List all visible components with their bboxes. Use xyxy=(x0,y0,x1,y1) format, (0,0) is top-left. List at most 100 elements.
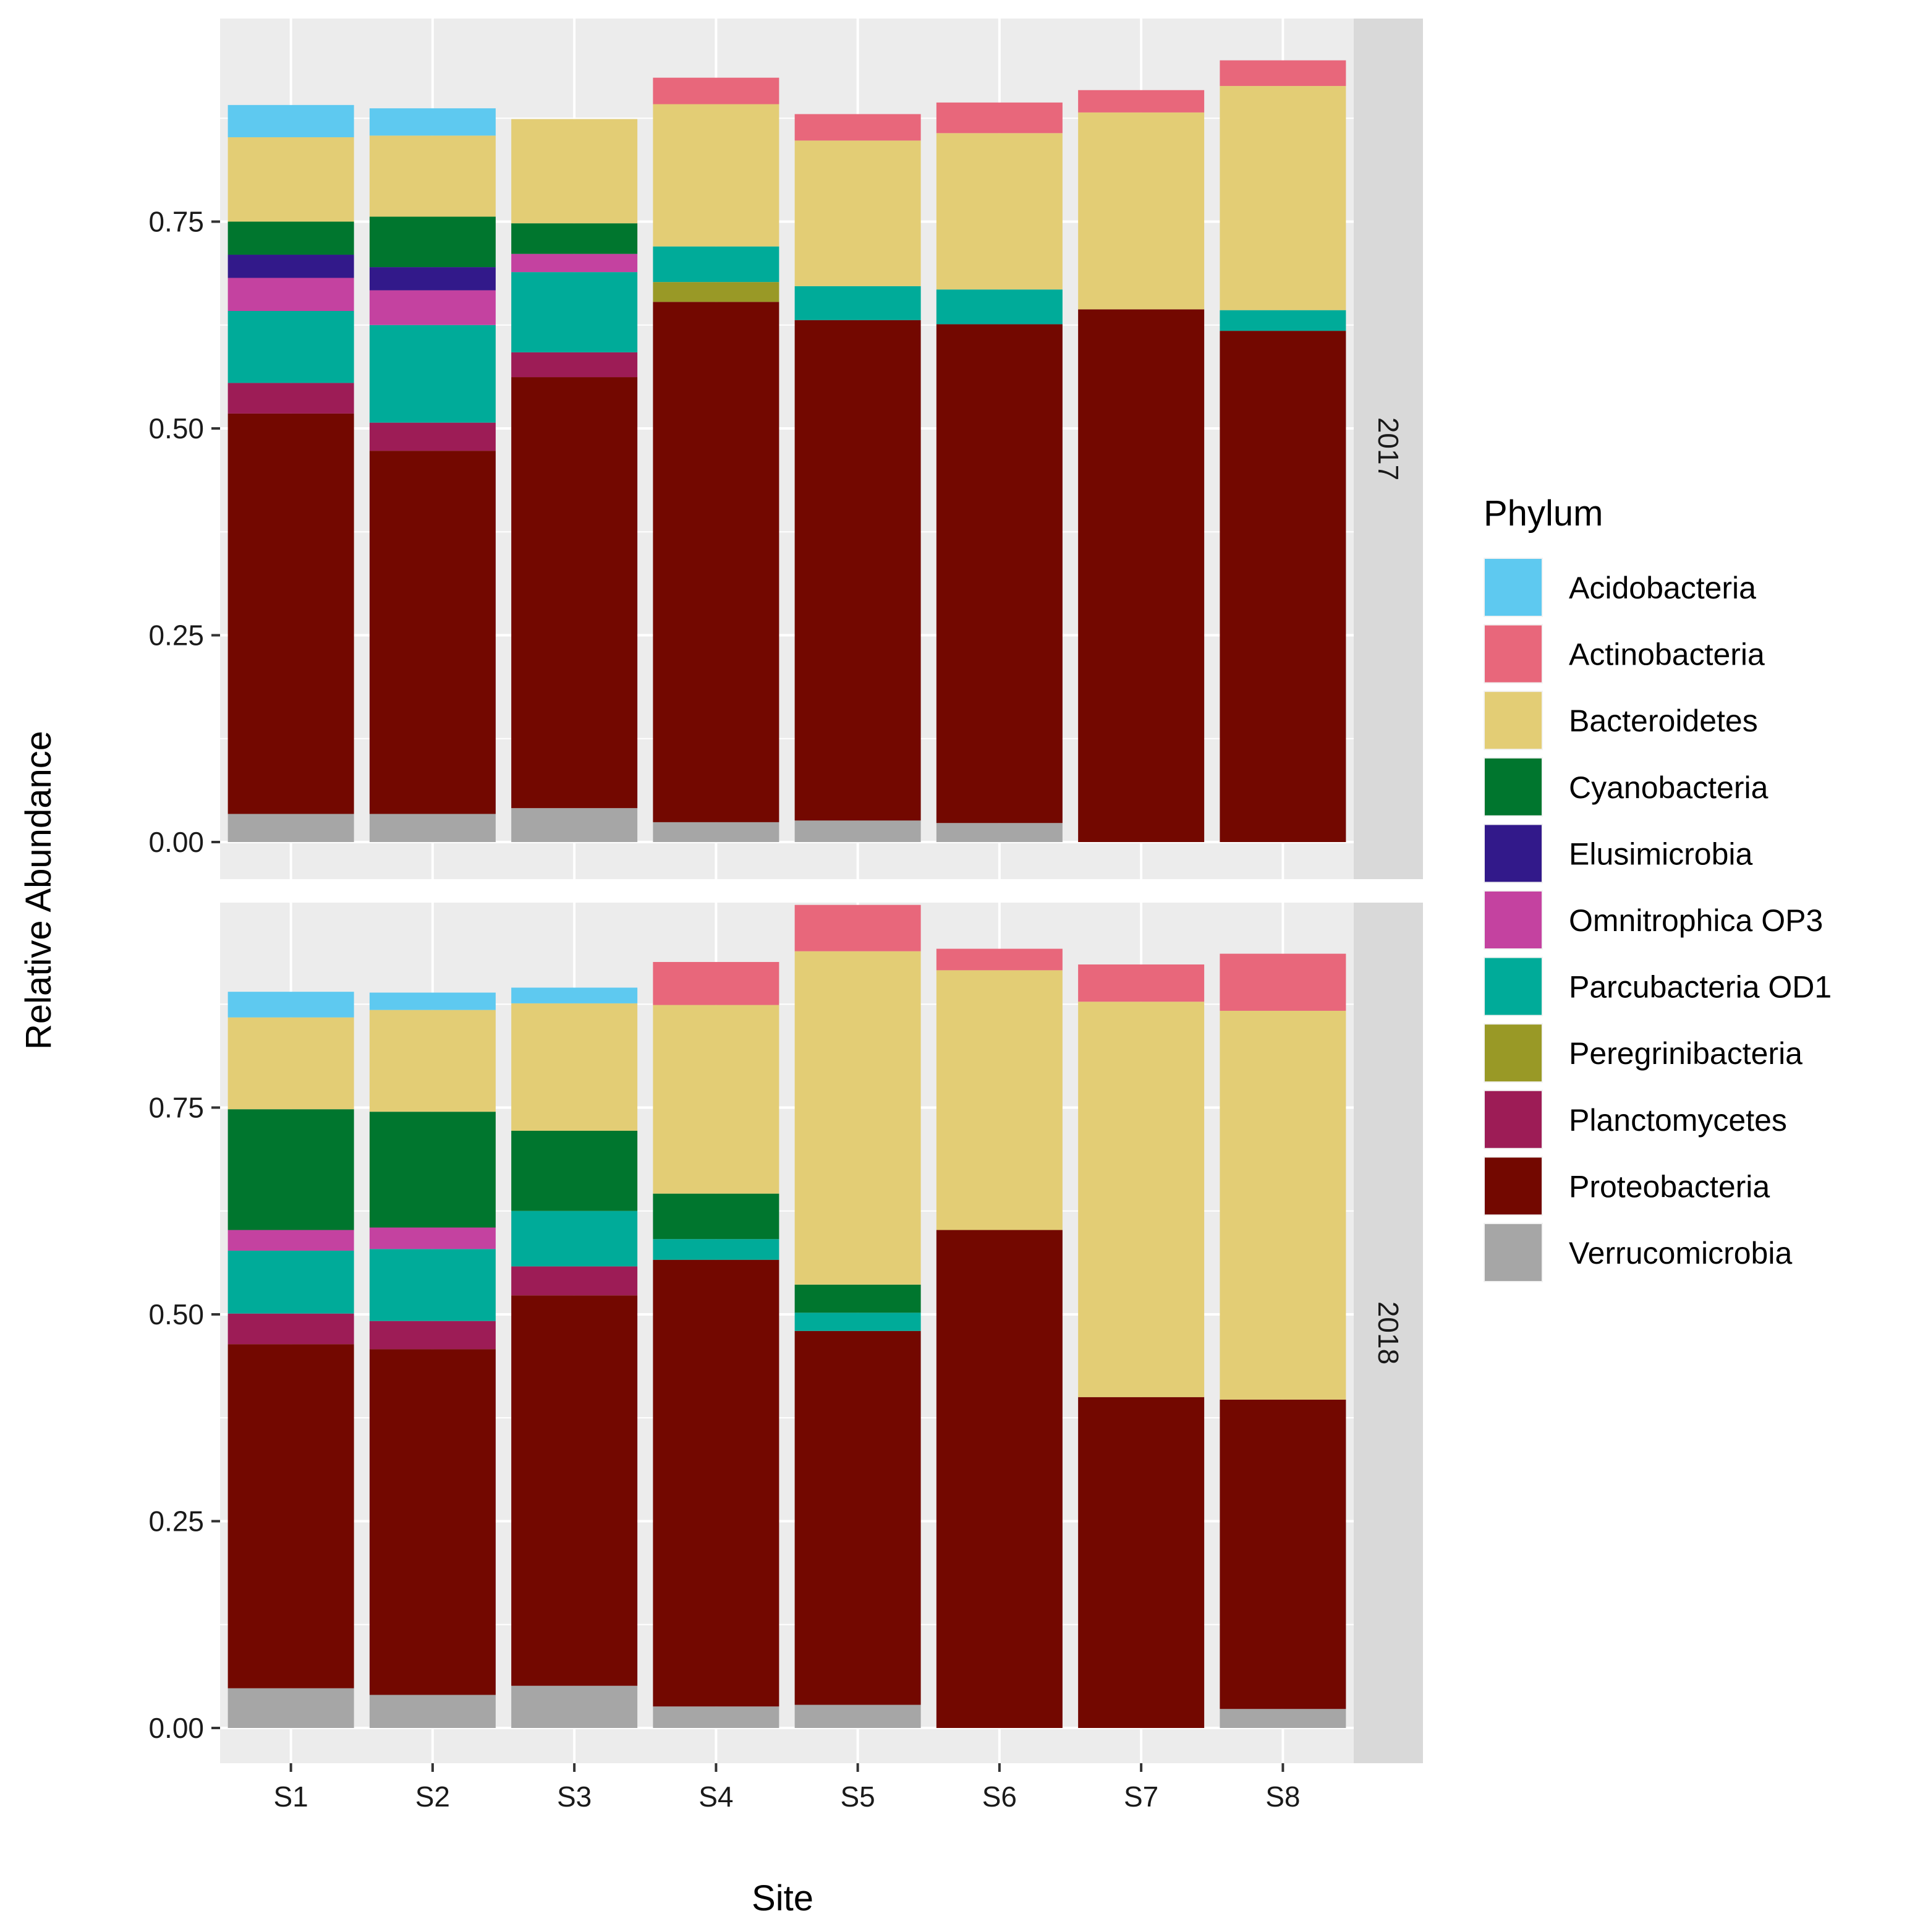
legend-item-proteobacteria: Proteobacteria xyxy=(1484,1156,1770,1216)
legend-title: Phylum xyxy=(1484,493,1603,534)
legend-swatch xyxy=(1485,692,1542,749)
bar-segment-proteobacteria xyxy=(369,451,496,814)
bar-segment-verrucomicrobia xyxy=(227,1688,354,1728)
facet-strip xyxy=(1354,903,1423,1763)
bar-segment-bacteroidetes xyxy=(227,1017,354,1110)
bar-segment-bacteroidetes xyxy=(794,140,921,286)
legend-label: Acidobacteria xyxy=(1569,571,1756,605)
bar-segment-proteobacteria xyxy=(369,1349,496,1695)
y-tick-label: 0.25 xyxy=(148,1505,204,1538)
bar-segment-proteobacteria xyxy=(511,1295,638,1686)
legend-swatch xyxy=(1485,1091,1542,1148)
y-tick-label: 0.50 xyxy=(148,412,204,445)
bar-segment-parcubacteria-od1 xyxy=(936,289,1063,325)
bar-segment-bacteroidetes xyxy=(369,135,496,217)
bar-segment-acidobacteria xyxy=(227,992,354,1018)
legend-label: Cyanobacteria xyxy=(1569,770,1769,805)
bar-segment-cyanobacteria xyxy=(653,1193,779,1240)
bar-stack-2017-S4 xyxy=(653,77,779,842)
bar-segment-parcubacteria-od1 xyxy=(794,1313,921,1331)
bar-segment-verrucomicrobia xyxy=(511,1685,638,1728)
legend-label: Proteobacteria xyxy=(1569,1169,1770,1204)
x-tick-label: S3 xyxy=(557,1781,592,1813)
bar-segment-cyanobacteria xyxy=(511,223,638,254)
bar-segment-omnitrophica-op3 xyxy=(511,253,638,273)
panel-2017: 0.00 0.25 0.50 0.75 2017 xyxy=(148,19,1423,879)
bar-segment-actinobacteria xyxy=(1220,60,1346,87)
x-tick-label: S4 xyxy=(698,1781,733,1813)
facet-strip-label: 2018 xyxy=(1372,1301,1404,1364)
x-axis-title: Site xyxy=(752,1878,813,1918)
y-tick-label: 0.75 xyxy=(148,1092,204,1124)
bar-segment-verrucomicrobia xyxy=(794,820,921,842)
bar-segment-bacteroidetes xyxy=(1078,112,1205,310)
bar-segment-bacteroidetes xyxy=(936,970,1063,1230)
bar-segment-parcubacteria-od1 xyxy=(511,1211,638,1267)
y-tick-label: 0.25 xyxy=(148,619,204,652)
bar-segment-proteobacteria xyxy=(227,1344,354,1688)
legend-item-actinobacteria: Actinobacteria xyxy=(1484,624,1765,684)
y-axis-title: Relative Abundance xyxy=(19,731,59,1050)
bar-segment-bacteroidetes xyxy=(936,133,1063,290)
bar-segment-verrucomicrobia xyxy=(936,823,1063,842)
bar-segment-planctomycetes xyxy=(511,352,638,378)
facet-strip xyxy=(1354,19,1423,879)
bar-segment-proteobacteria xyxy=(1220,331,1346,842)
bar-stack-2018-S5 xyxy=(794,904,921,1728)
bar-segment-bacteroidetes xyxy=(1078,1002,1205,1397)
bar-stack-2018-S3 xyxy=(511,987,638,1728)
bar-stack-2017-S5 xyxy=(794,114,921,842)
bar-segment-verrucomicrobia xyxy=(369,814,496,842)
bar-segment-planctomycetes xyxy=(369,422,496,451)
bar-segment-actinobacteria xyxy=(1220,953,1346,1011)
bar-segment-bacteroidetes xyxy=(227,137,354,222)
bar-segment-omnitrophica-op3 xyxy=(369,290,496,325)
legend-label: Planctomycetes xyxy=(1569,1103,1787,1138)
bar-segment-bacteroidetes xyxy=(369,1010,496,1112)
bar-segment-proteobacteria xyxy=(653,1259,779,1707)
bar-segment-proteobacteria xyxy=(936,1230,1063,1728)
bar-segment-parcubacteria-od1 xyxy=(1220,310,1346,331)
bar-segment-bacteroidetes xyxy=(653,1005,779,1194)
legend-item-verrucomicrobia: Verrucomicrobia xyxy=(1484,1223,1792,1282)
bar-segment-bacteroidetes xyxy=(794,951,921,1285)
bar-segment-proteobacteria xyxy=(794,1330,921,1705)
bar-segment-omnitrophica-op3 xyxy=(227,1230,354,1251)
bar-segment-planctomycetes xyxy=(511,1266,638,1296)
bar-segment-acidobacteria xyxy=(369,108,496,136)
bar-stack-2018-S1 xyxy=(227,992,354,1728)
legend-label: Omnitrophica OP3 xyxy=(1569,903,1823,938)
bar-segment-actinobacteria xyxy=(794,114,921,141)
legend-label: Parcubacteria OD1 xyxy=(1569,970,1832,1005)
legend-item-parcubacteria-od1: Parcubacteria OD1 xyxy=(1484,956,1832,1016)
legend-label: Peregrinibacteria xyxy=(1569,1036,1802,1071)
bar-segment-actinobacteria xyxy=(794,904,921,951)
legend-swatch xyxy=(1485,1024,1542,1082)
y-tick-label: 0.50 xyxy=(148,1298,204,1330)
legend-swatch xyxy=(1485,892,1542,948)
legend-item-planctomycetes: Planctomycetes xyxy=(1484,1089,1787,1149)
bar-segment-parcubacteria-od1 xyxy=(794,286,921,320)
y-tick-label: 0.75 xyxy=(148,206,204,238)
bar-stack-2018-S6 xyxy=(936,948,1063,1728)
bar-segment-verrucomicrobia xyxy=(653,1706,779,1728)
bar-segment-cyanobacteria xyxy=(227,1109,354,1230)
bar-segment-bacteroidetes xyxy=(1220,86,1346,310)
x-tick-label: S7 xyxy=(1124,1781,1158,1813)
legend: Phylum Acidobacteria Actinobacteria Bacter… xyxy=(1484,493,1832,1282)
bar-stack-2017-S3 xyxy=(511,119,638,842)
bar-segment-actinobacteria xyxy=(936,948,1063,971)
bar-segment-proteobacteria xyxy=(1078,309,1205,842)
bar-segment-proteobacteria xyxy=(936,324,1063,823)
bar-segment-parcubacteria-od1 xyxy=(369,1249,496,1321)
legend-swatch xyxy=(1485,559,1542,616)
bar-segment-parcubacteria-od1 xyxy=(227,311,354,383)
y-axis: Relative Abundance xyxy=(19,731,59,1050)
bar-segment-elusimicrobia xyxy=(227,255,354,278)
bar-segment-actinobacteria xyxy=(1078,964,1205,1002)
bar-stack-2018-S8 xyxy=(1220,953,1346,1728)
bar-segment-verrucomicrobia xyxy=(653,822,779,842)
y-tick-label: 0.00 xyxy=(148,826,204,858)
bar-stack-2017-S6 xyxy=(936,102,1063,842)
legend-item-bacteroidetes: Bacteroidetes xyxy=(1484,691,1758,751)
